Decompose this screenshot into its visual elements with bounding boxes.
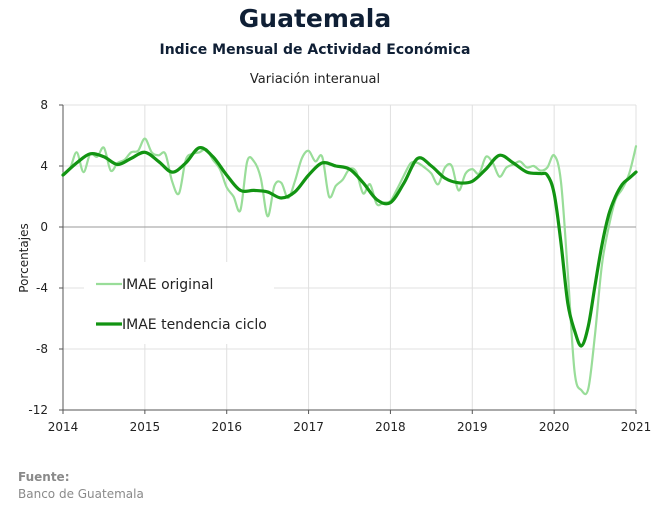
chart-title: Guatemala	[238, 4, 392, 33]
legend-label: IMAE tendencia ciclo	[122, 317, 267, 333]
source-text: Banco de Guatemala	[18, 487, 144, 501]
x-tick-label: 2015	[130, 420, 161, 434]
y-tick-label: -4	[36, 281, 48, 295]
x-tick-label: 2017	[293, 420, 324, 434]
series-lines	[61, 137, 638, 396]
y-tick-label: 8	[40, 98, 48, 112]
x-tick-label: 2020	[539, 420, 570, 434]
y-tick-label: 4	[40, 159, 48, 173]
grid-lines	[62, 104, 637, 411]
y-tick-label: 0	[40, 220, 48, 234]
chart-subtitle-secondary: Variación interanual	[249, 72, 381, 87]
legend-label: IMAE original	[122, 277, 213, 293]
line-chart: 2014 2015 2016 2017 2018 2019 2020 2021 8 4 0 -4 -8 -…	[17, 98, 651, 434]
y-axis-label: Porcentajes	[17, 223, 31, 292]
chart-subtitle: Indice Mensual de Actividad Económica	[159, 42, 471, 58]
source-label: Fuente:	[18, 470, 70, 484]
axes: 2014 2015 2016 2017 2018 2019 2020 2021 8 4 0 -4 -8 -…	[28, 98, 651, 434]
legend: IMAE original IMAE tendencia ciclo	[84, 262, 274, 344]
x-tick-label: 2021	[621, 420, 652, 434]
y-tick-label: -8	[36, 342, 48, 356]
series-line-imae-tendencia	[61, 146, 638, 348]
y-tick-label: -12	[28, 403, 48, 417]
x-tick-label: 2019	[457, 420, 488, 434]
x-tick-label: 2014	[48, 420, 79, 434]
legend-box	[84, 262, 274, 344]
x-tick-label: 2018	[375, 420, 406, 434]
x-tick-label: 2016	[211, 420, 242, 434]
